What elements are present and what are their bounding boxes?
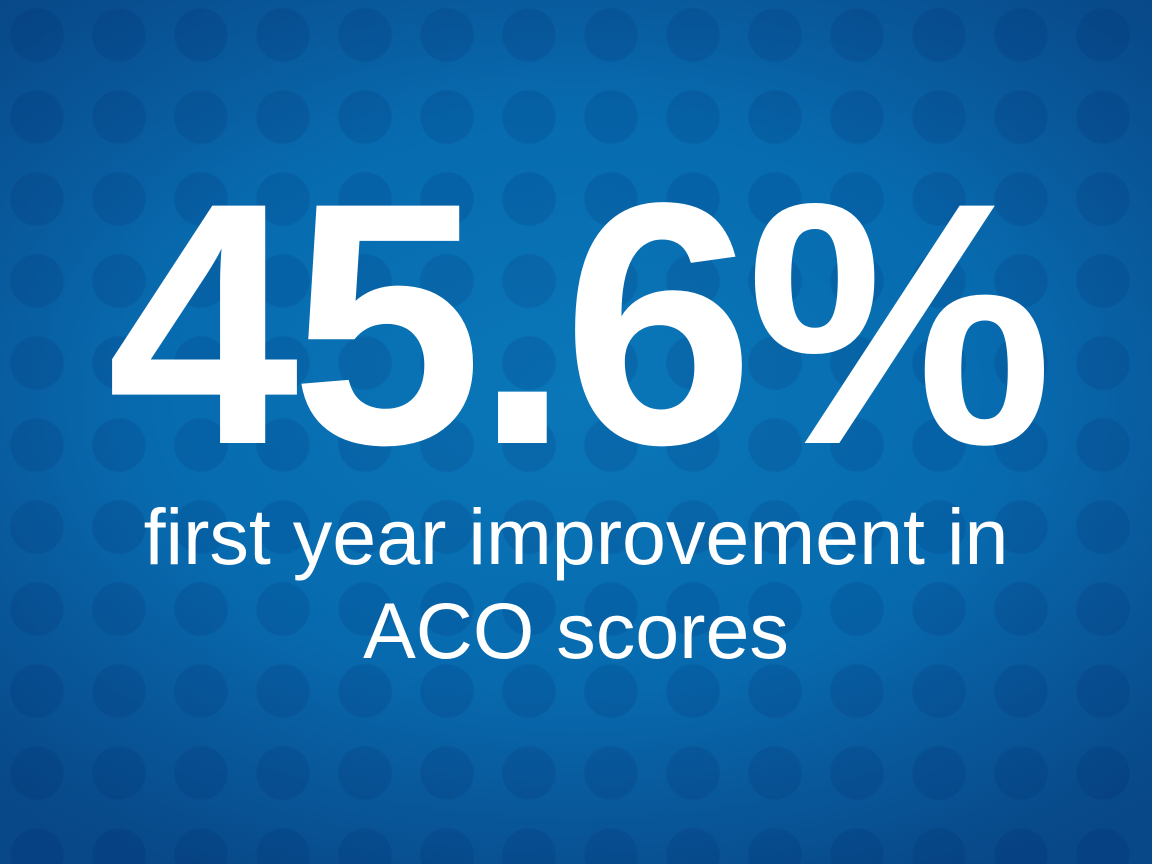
stat-caption: first year improvement in ACO scores [0, 490, 1152, 678]
caption-line-1: first year improvement in [143, 492, 1009, 581]
headline-stat: 45.6% [106, 132, 1053, 517]
caption-line-2: ACO scores [363, 586, 789, 675]
